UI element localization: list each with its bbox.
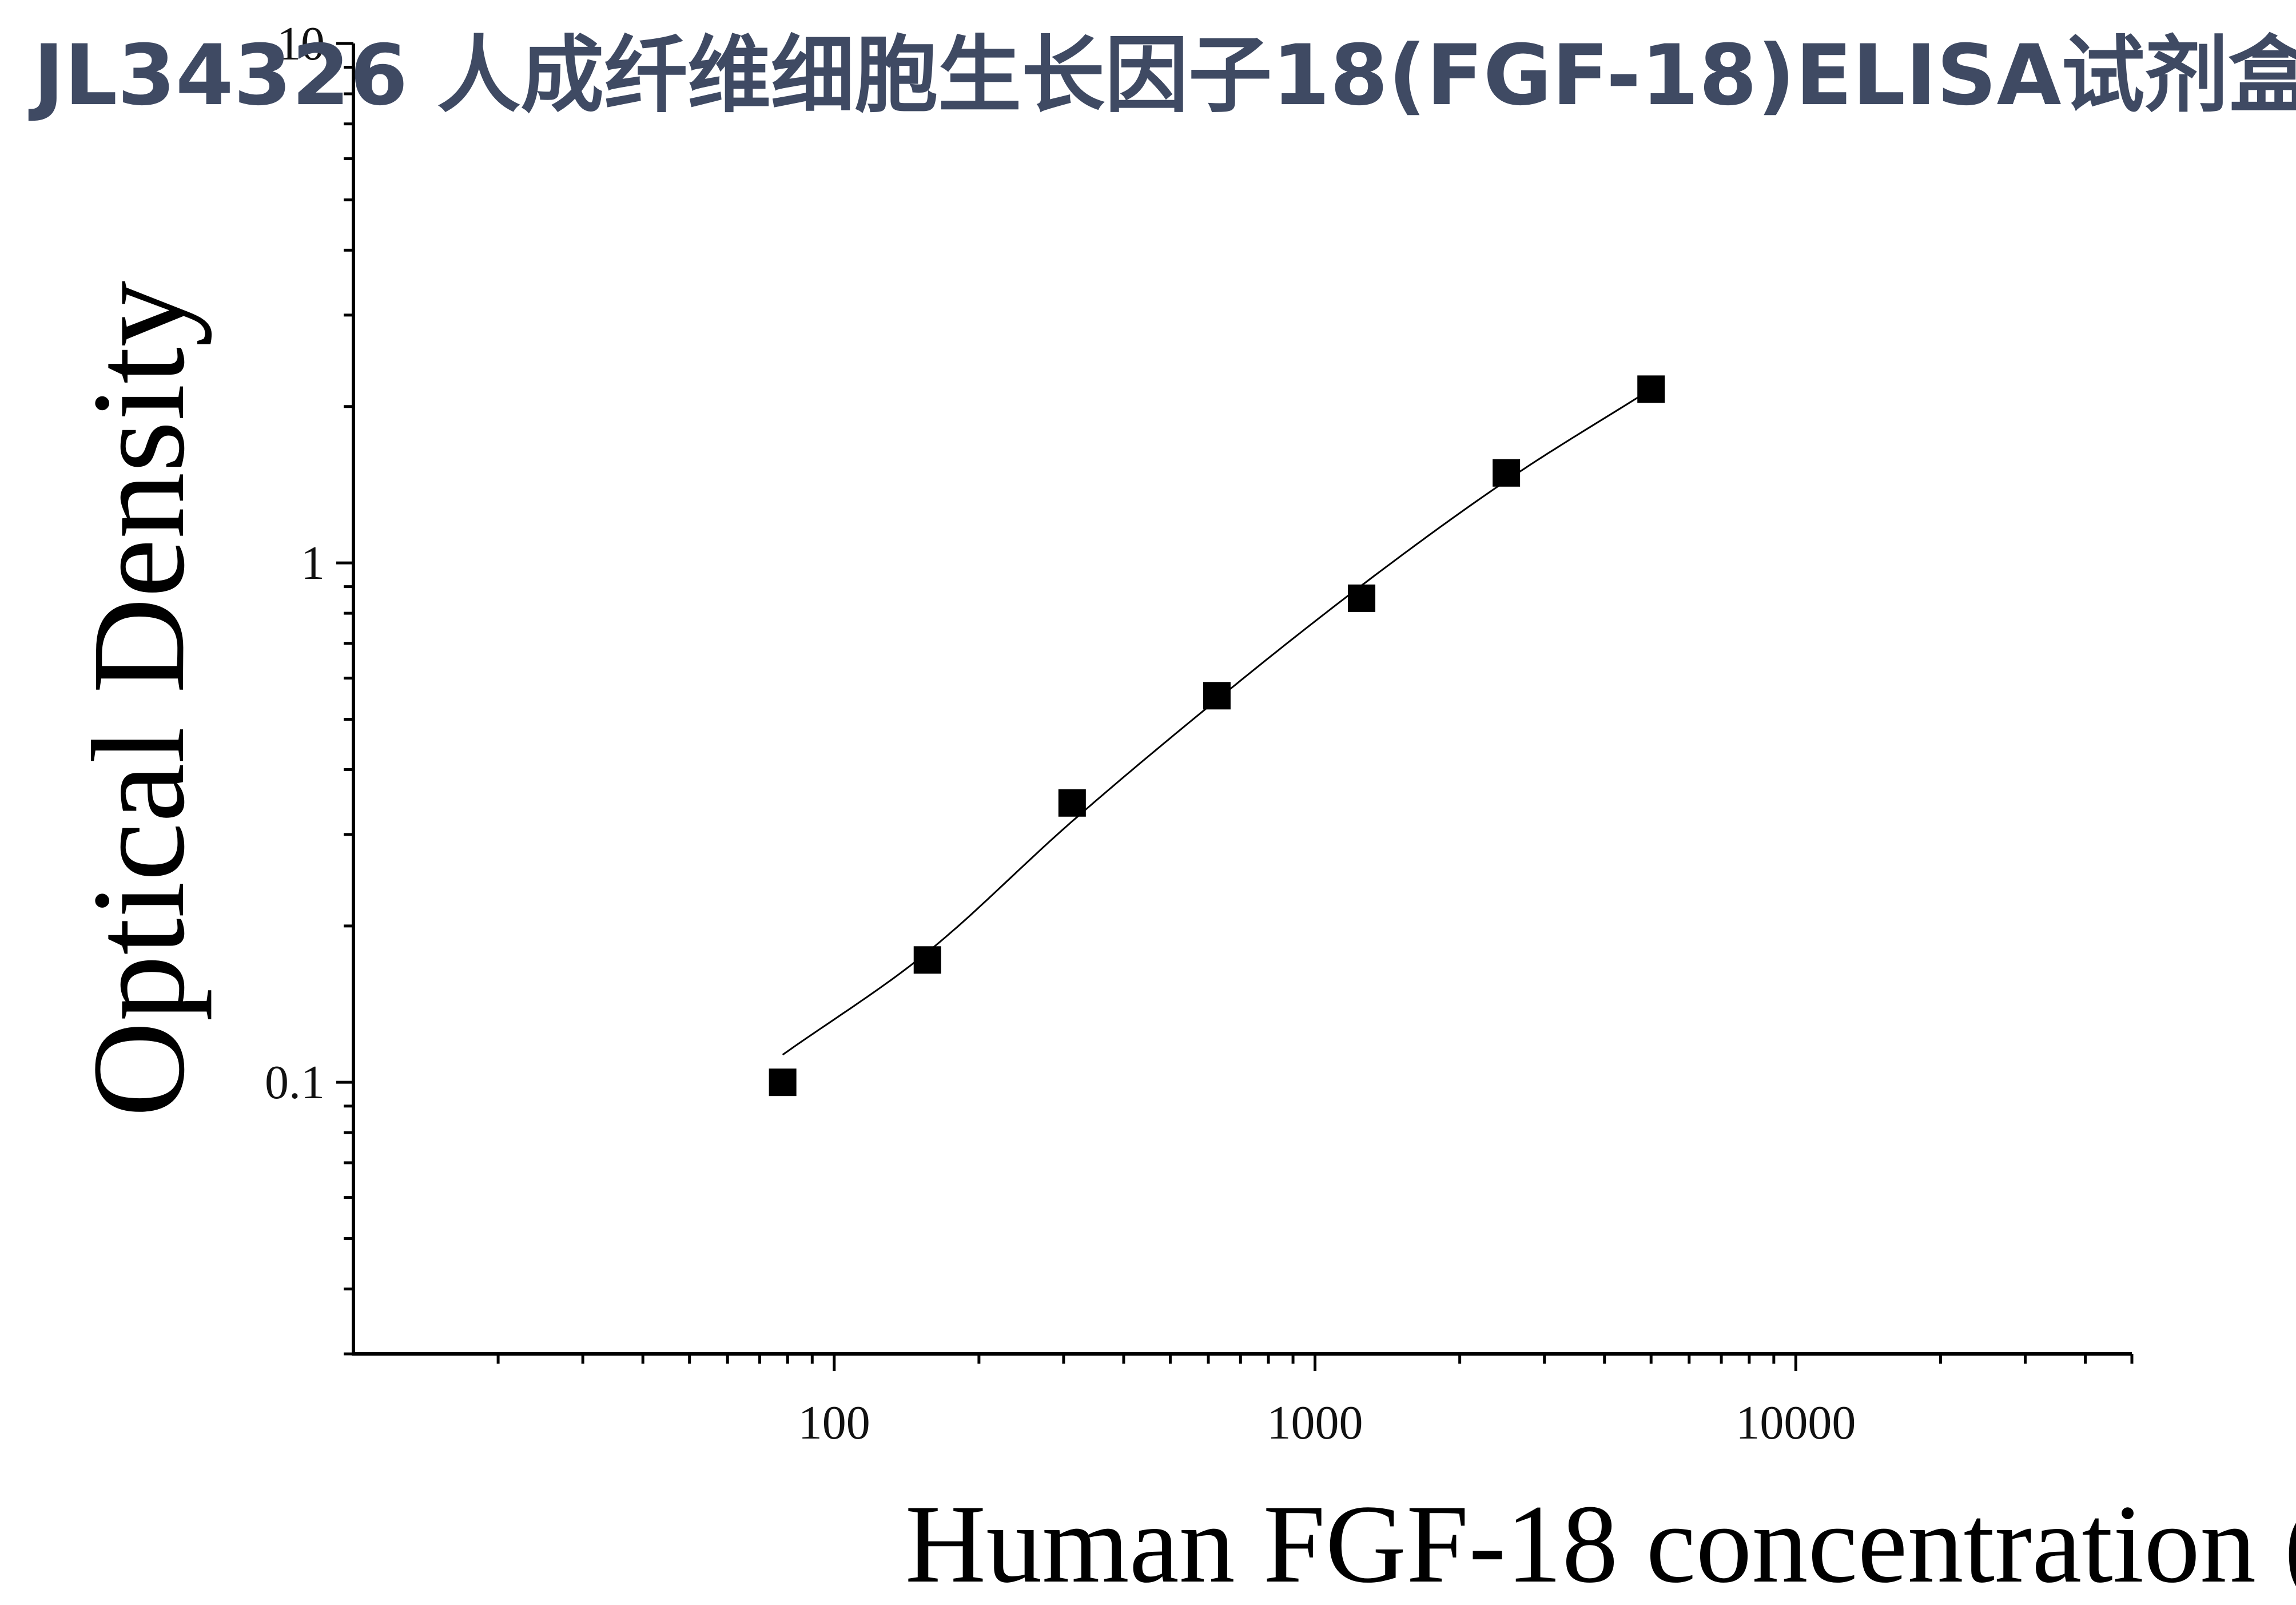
- x-axis-title: Human FGF-18 concentration (pg/mL): [905, 1482, 2296, 1605]
- x-tick-label: 10000: [1736, 1396, 1856, 1449]
- data-point-marker: [1203, 682, 1231, 710]
- data-point-marker: [1637, 375, 1665, 403]
- data-point-marker: [1058, 789, 1086, 817]
- x-tick-label: 1000: [1267, 1396, 1363, 1449]
- data-point-marker: [913, 946, 941, 974]
- x-tick-label: 100: [798, 1396, 870, 1449]
- chart-title: JL34326 人成纤维细胞生长因子18(FGF-18)ELISA试剂盒: [28, 27, 2296, 124]
- plot-area: 100 1000 10000 0.1 1 10: [265, 17, 2134, 1449]
- data-point-marker: [769, 1068, 797, 1097]
- data-point-marker: [1493, 459, 1521, 487]
- y-tick-label: 0.1: [265, 1056, 325, 1109]
- y-axis-title: Optical Density: [65, 281, 212, 1118]
- y-tick-label: 1: [301, 537, 325, 590]
- data-point-marker: [1348, 584, 1376, 612]
- y-tick-label: 10: [277, 17, 325, 70]
